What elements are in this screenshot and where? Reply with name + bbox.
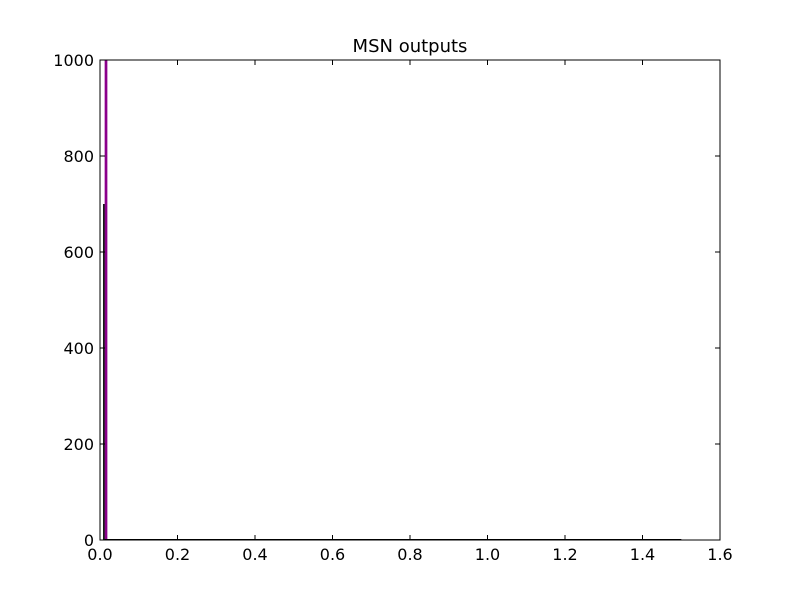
y-tick-label: 0: [84, 531, 94, 550]
chart-title: MSN outputs: [353, 36, 468, 57]
x-tick-label: 0.4: [242, 545, 267, 564]
x-tick-label: 1.2: [552, 545, 577, 564]
histogram-bar: [104, 60, 108, 540]
y-tick-label: 800: [63, 147, 94, 166]
y-tick-label: 200: [63, 435, 94, 454]
y-tick-label: 600: [63, 243, 94, 262]
x-tick-label: 0.0: [87, 545, 112, 564]
x-tick-label: 1.0: [475, 545, 500, 564]
plot-frame: [99, 59, 721, 541]
x-tick-label: 0.8: [397, 545, 422, 564]
x-tick-label: 1.4: [630, 545, 655, 564]
x-tick-label: 0.2: [165, 545, 190, 564]
x-tick-label: 1.6: [707, 545, 732, 564]
histogram-bars: [103, 60, 682, 540]
x-tick-label: 0.6: [320, 545, 345, 564]
histogram-bar: [103, 204, 105, 540]
y-tick-label: 400: [63, 339, 94, 358]
axis-ticks: 0.0 0.2 0.4 0.6 0.8 1.0 1.2 1.4 1.6 0 200 400 600 800…: [53, 51, 732, 564]
y-tick-label: 1000: [53, 51, 94, 70]
